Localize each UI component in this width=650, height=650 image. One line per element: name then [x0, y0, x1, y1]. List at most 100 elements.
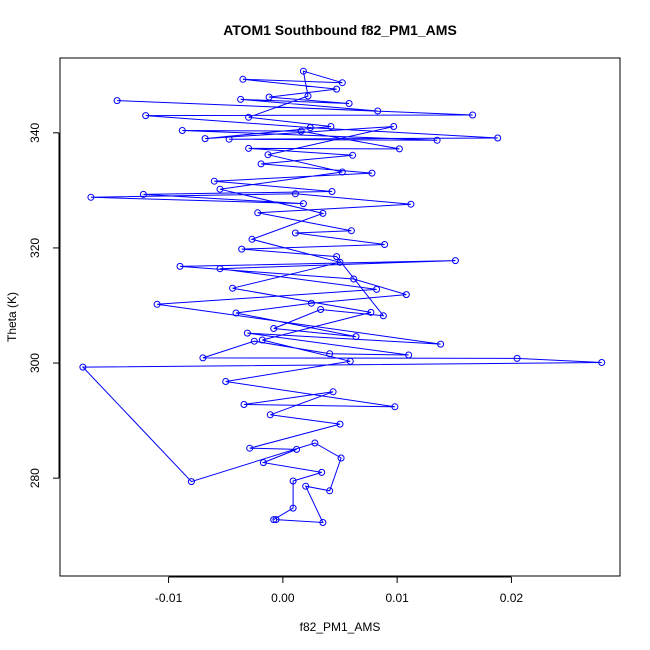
data-point: [79, 363, 87, 371]
data-point: [437, 340, 445, 348]
data-point: [291, 229, 299, 237]
data-point: [368, 169, 376, 177]
data-point: [367, 308, 375, 316]
data-point: [326, 487, 334, 495]
data-point: [229, 284, 237, 292]
data-point: [327, 123, 335, 130]
data-point: [307, 299, 315, 307]
data-point: [272, 516, 280, 524]
data-point: [338, 168, 346, 176]
data-point: [402, 291, 410, 299]
x-tick-label: 0.01: [385, 591, 409, 605]
data-point: [265, 93, 273, 101]
data-point: [254, 209, 262, 217]
plot-border: [59, 57, 621, 577]
data-point: [201, 135, 209, 143]
data-point: [391, 403, 399, 411]
data-point: [336, 258, 344, 266]
data-point: [293, 445, 301, 453]
data-point: [142, 112, 150, 120]
data-point: [199, 354, 207, 362]
data-point: [232, 309, 240, 317]
data-point: [451, 257, 459, 265]
y-axis-label: Theta (K): [5, 292, 19, 342]
data-point: [433, 136, 441, 144]
data-point: [246, 444, 254, 452]
data-point: [319, 519, 327, 526]
data-point: [306, 124, 314, 132]
data-point: [302, 482, 310, 490]
chart-title: ATOM1 Southbound f82_PM1_AMS: [223, 22, 457, 38]
data-point: [469, 111, 477, 119]
data-point: [333, 253, 341, 261]
data-point: [328, 188, 336, 195]
data-point: [216, 265, 224, 273]
data-point: [513, 354, 521, 362]
data-layer: [79, 67, 606, 526]
y-tick-label: 300: [28, 353, 42, 373]
data-point: [405, 351, 413, 359]
data-point: [352, 333, 360, 341]
data-point: [329, 388, 337, 396]
data-point: [336, 420, 344, 428]
data-point: [243, 329, 251, 337]
data-point: [248, 235, 256, 243]
data-point: [333, 85, 341, 93]
y-tick-label: 340: [28, 122, 42, 142]
data-point: [237, 95, 245, 103]
data-point: [373, 285, 381, 293]
data-point: [390, 123, 398, 130]
x-tick-label: 0.00: [271, 591, 295, 605]
data-point: [379, 312, 387, 320]
data-point: [291, 190, 299, 198]
x-axis-label: f82_PM1_AMS: [300, 620, 381, 634]
data-point: [153, 300, 161, 308]
data-point: [299, 200, 307, 208]
data-point: [238, 245, 246, 253]
data-point: [239, 75, 247, 83]
data-point: [225, 135, 233, 143]
x-tick-label: 0.02: [500, 591, 524, 605]
data-point: [178, 127, 186, 134]
data-point: [139, 190, 147, 198]
data-point: [326, 350, 334, 358]
data-point: [270, 516, 278, 524]
data-point: [176, 262, 184, 270]
data-point: [259, 459, 267, 467]
data-point: [222, 378, 230, 385]
data-point: [258, 336, 266, 344]
data-point: [240, 401, 248, 408]
data-point: [395, 145, 403, 153]
data-point: [407, 200, 415, 208]
x-tick-label: -0.01: [155, 591, 183, 605]
data-point: [113, 97, 121, 105]
data-point: [270, 325, 278, 332]
data-point: [297, 127, 305, 135]
data-point: [264, 151, 272, 159]
data-point: [350, 275, 358, 283]
data-point: [598, 359, 606, 366]
data-point: [338, 79, 346, 87]
data-point: [318, 468, 326, 476]
data-point: [304, 92, 312, 100]
y-tick-label: 320: [28, 238, 42, 258]
data-point: [349, 151, 357, 159]
data-point: [345, 100, 353, 107]
axis-layer: -0.01 0.00 0.01 0.02 280 300 320 340: [28, 122, 523, 605]
data-point: [210, 177, 218, 185]
data-point: [266, 411, 274, 419]
data-point: [289, 477, 297, 485]
data-point: [347, 227, 355, 235]
data-point: [245, 113, 253, 121]
data-point: [216, 185, 224, 193]
data-point: [299, 67, 307, 75]
data-point: [87, 193, 95, 201]
series-line: [81, 70, 602, 524]
data-point: [346, 357, 354, 365]
data-point: [245, 144, 253, 152]
data-point: [337, 454, 345, 462]
data-point: [187, 478, 195, 486]
data-point: [381, 241, 389, 248]
data-point: [257, 160, 265, 168]
